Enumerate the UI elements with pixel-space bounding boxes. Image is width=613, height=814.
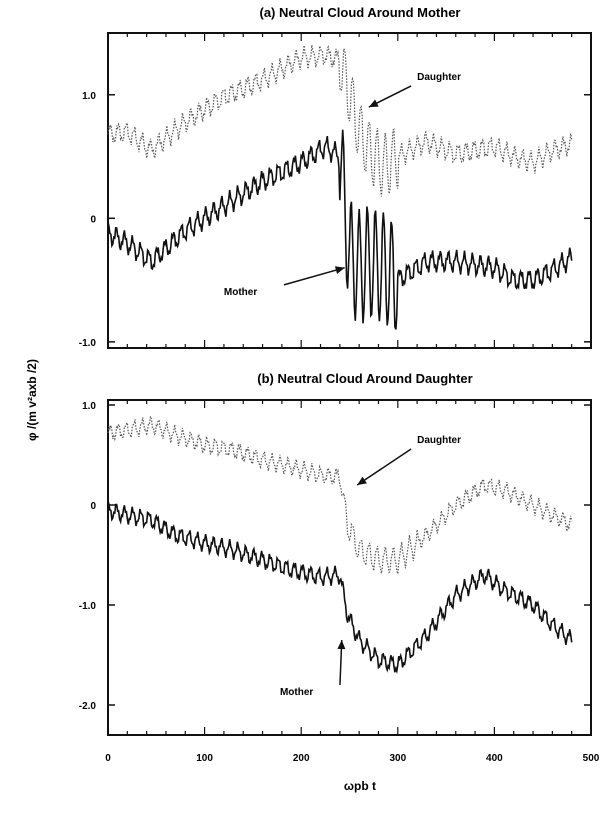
- x-axis-label: ωpb t: [344, 779, 376, 793]
- panel-a-series-group: [107, 44, 573, 330]
- annotation-daughter: Daughter: [417, 72, 461, 83]
- series-line-daughter: [107, 416, 573, 575]
- annotation-arrow: [356, 448, 412, 486]
- y-tick-label: -1.0: [79, 601, 97, 612]
- panel-a-title: (a) Neutral Cloud Around Mother: [259, 5, 460, 20]
- x-tick-label: 200: [293, 753, 310, 764]
- x-tick-label: 500: [583, 753, 600, 764]
- y-tick-label: 0: [90, 214, 96, 225]
- annotation-daughter: Daughter: [417, 435, 461, 446]
- annotation-mother: Mother: [280, 687, 313, 698]
- panel-b-ticks: 1.0 0 -1.0 -2.0 0 100 200 300 400 500: [79, 400, 600, 764]
- annotation-arrow: [283, 266, 345, 286]
- annotation-arrowhead: [337, 640, 346, 650]
- y-tick-label: -1.0: [79, 338, 97, 349]
- series-line-mother: [107, 129, 573, 330]
- panel-a-ticks: 1.0 0 -1.0: [79, 33, 592, 349]
- x-tick-label: 0: [105, 753, 111, 764]
- panel-b: (b) Neutral Cloud Around Daughter 1.0 0 -1…: [79, 371, 600, 764]
- x-tick-label: 100: [196, 753, 213, 764]
- panel-a: (a) Neutral Cloud Around Mother 1.0 0 -1.0…: [79, 5, 592, 349]
- annotation-arrowhead: [368, 99, 379, 108]
- y-axis-label: φ /(m v²axb /2): [25, 359, 39, 441]
- annotation-arrowhead: [334, 266, 345, 275]
- x-tick-label: 300: [389, 753, 406, 764]
- annotation-arrowhead: [357, 476, 367, 485]
- annotation-mother: Mother: [224, 287, 257, 298]
- series-line-mother: [107, 500, 573, 675]
- panel-a-annotations: Daughter Mother: [224, 72, 461, 298]
- panel-b-annotations: Daughter Mother: [280, 435, 461, 698]
- x-tick-label: 400: [486, 753, 503, 764]
- y-tick-label: 0: [90, 501, 96, 512]
- panel-a-frame: [107, 32, 592, 349]
- y-tick-label: 1.0: [82, 91, 96, 102]
- y-tick-label: -2.0: [79, 701, 97, 712]
- panel-b-series-group: [107, 416, 573, 675]
- panel-b-frame: [107, 399, 592, 736]
- y-tick-label: 1.0: [82, 401, 96, 412]
- panel-b-title: (b) Neutral Cloud Around Daughter: [257, 371, 472, 386]
